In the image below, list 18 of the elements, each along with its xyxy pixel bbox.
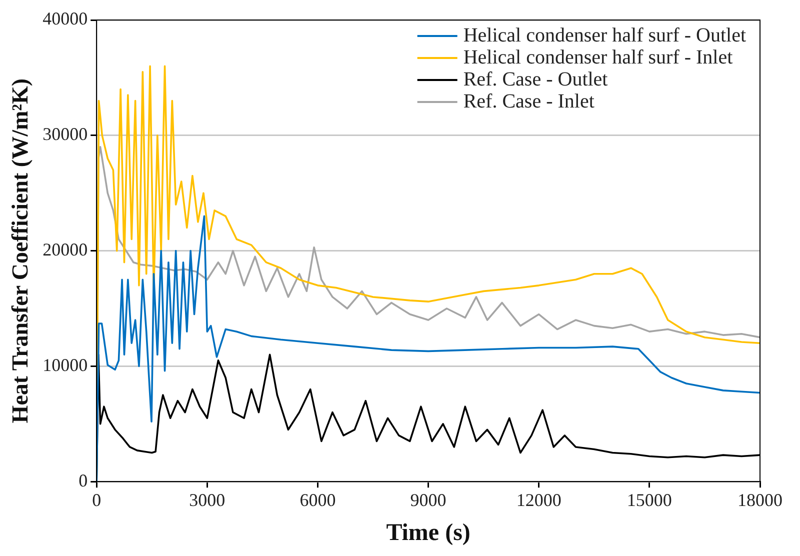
legend-label: Ref. Case - Outlet xyxy=(463,68,608,90)
x-tick-label: 18000 xyxy=(738,490,782,510)
x-tick-label: 15000 xyxy=(626,490,672,510)
x-tick-label: 9000 xyxy=(410,490,446,510)
x-tick-label: 0 xyxy=(92,490,102,510)
x-tick-label: 12000 xyxy=(516,490,562,510)
y-axis-title: Heat Transfer Coefficient (W/m²K) xyxy=(8,78,33,424)
y-tick-label: 30000 xyxy=(42,124,88,144)
y-tick-label: 0 xyxy=(78,470,88,490)
legend-label: Helical condenser half surf - Inlet xyxy=(463,46,734,68)
x-axis-title: Time (s) xyxy=(386,520,470,546)
legend-label: Helical condenser half surf - Outlet xyxy=(463,24,746,46)
x-tick-label: 3000 xyxy=(189,490,226,510)
y-tick-label: 20000 xyxy=(42,240,88,260)
legend-label: Ref. Case - Inlet xyxy=(463,90,595,112)
x-tick-label: 6000 xyxy=(300,490,336,510)
y-tick-label: 40000 xyxy=(42,8,88,29)
y-tick-label: 10000 xyxy=(42,354,88,375)
